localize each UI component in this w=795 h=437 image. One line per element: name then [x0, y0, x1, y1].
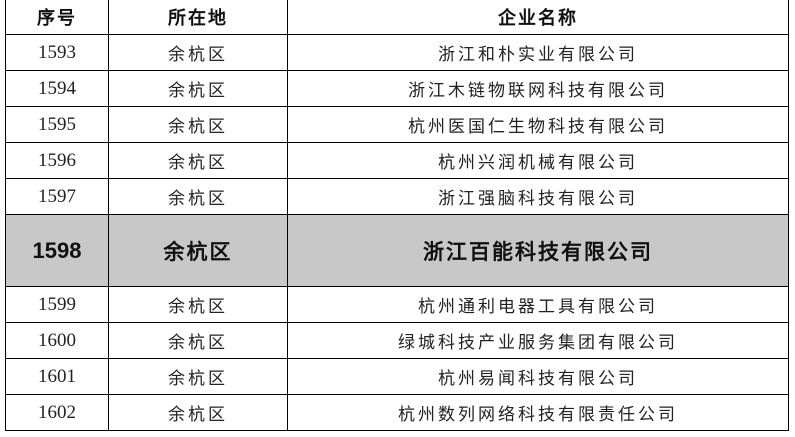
table-row: 1599 余杭区 杭州通利电器工具有限公司 — [5, 286, 789, 323]
company-cell: 杭州兴润机械有限公司 — [287, 142, 789, 179]
seq-cell: 1593 — [5, 34, 109, 71]
company-cell: 杭州医国仁生物科技有限公司 — [287, 106, 789, 143]
company-cell: 绿城科技产业服务集团有限公司 — [287, 322, 789, 359]
seq-cell: 1600 — [5, 322, 109, 359]
table-row: 1596 余杭区 杭州兴润机械有限公司 — [5, 142, 789, 179]
company-cell: 浙江强脑科技有限公司 — [287, 178, 789, 215]
table-row: 1593 余杭区 浙江和朴实业有限公司 — [5, 34, 789, 71]
company-cell: 浙江木链物联网科技有限公司 — [287, 70, 789, 107]
location-cell: 余杭区 — [108, 106, 288, 143]
seq-cell: 1595 — [5, 106, 109, 143]
table-row: 1600 余杭区 绿城科技产业服务集团有限公司 — [5, 322, 789, 359]
company-cell: 杭州数列网络科技有限责任公司 — [287, 394, 789, 431]
header-company: 企业名称 — [287, 0, 789, 35]
table-row: 1597 余杭区 浙江强脑科技有限公司 — [5, 178, 789, 215]
company-cell: 浙江和朴实业有限公司 — [287, 34, 789, 71]
location-cell: 余杭区 — [108, 358, 288, 395]
seq-cell: 1596 — [5, 142, 109, 179]
company-cell: 杭州易闻科技有限公司 — [287, 358, 789, 395]
header-row: 序号 所在地 企业名称 — [5, 0, 789, 35]
company-cell: 浙江百能科技有限公司 — [287, 214, 789, 287]
location-cell: 余杭区 — [108, 394, 288, 431]
table-row-highlighted: 1598 余杭区 浙江百能科技有限公司 — [5, 214, 789, 287]
location-cell: 余杭区 — [108, 322, 288, 359]
table-row: 1601 余杭区 杭州易闻科技有限公司 — [5, 358, 789, 395]
table-row: 1595 余杭区 杭州医国仁生物科技有限公司 — [5, 106, 789, 143]
seq-cell: 1597 — [5, 178, 109, 215]
seq-cell: 1594 — [5, 70, 109, 107]
table-row: 1594 余杭区 浙江木链物联网科技有限公司 — [5, 70, 789, 107]
location-cell: 余杭区 — [108, 34, 288, 71]
header-location: 所在地 — [108, 0, 288, 35]
seq-cell: 1599 — [5, 286, 109, 323]
location-cell: 余杭区 — [108, 142, 288, 179]
location-cell: 余杭区 — [108, 214, 288, 287]
seq-cell: 1602 — [5, 394, 109, 431]
company-table: 序号 所在地 企业名称 1593 余杭区 浙江和朴实业有限公司 1594 余杭区 浙江木链… — [5, 0, 789, 431]
table-row: 1602 余杭区 杭州数列网络科技有限责任公司 — [5, 394, 789, 431]
location-cell: 余杭区 — [108, 286, 288, 323]
location-cell: 余杭区 — [108, 70, 288, 107]
header-seq: 序号 — [5, 0, 109, 35]
seq-cell: 1598 — [5, 214, 109, 287]
company-cell: 杭州通利电器工具有限公司 — [287, 286, 789, 323]
seq-cell: 1601 — [5, 358, 109, 395]
location-cell: 余杭区 — [108, 178, 288, 215]
